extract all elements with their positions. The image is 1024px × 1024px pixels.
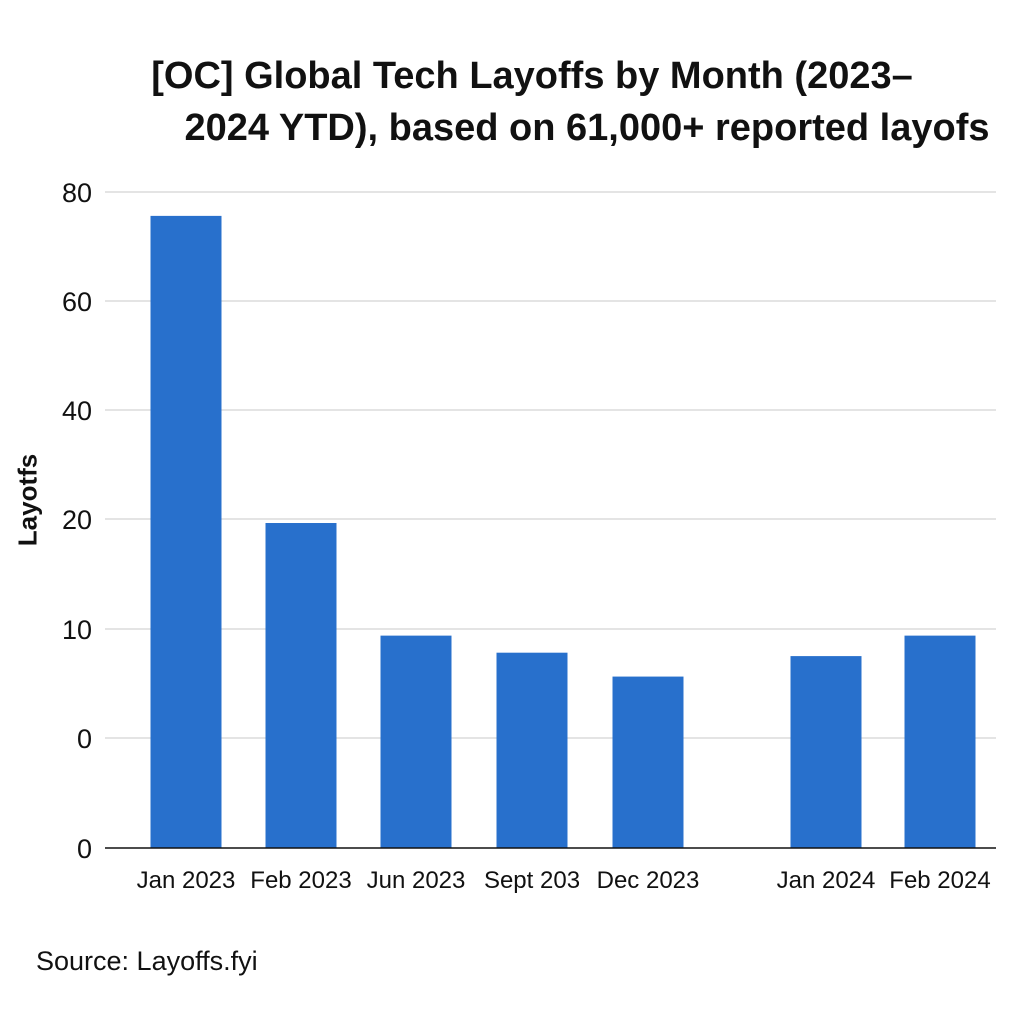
bar-dec-2023 — [612, 676, 684, 848]
bar-jan-2024 — [790, 656, 862, 848]
bar-feb-2024 — [904, 635, 976, 848]
y-tick-label: 10 — [62, 615, 92, 645]
x-axis-categories: Jan 2023 Feb 2023 Jun 2023 Sept 203 Dec 2023… — [137, 867, 991, 894]
chart-title: [OC] Global Tech Layoffs by Month (2023–… — [0, 50, 1024, 154]
bar-jan-2023 — [150, 215, 222, 848]
bar-jun-2023 — [380, 635, 452, 848]
x-tick-label: Dec 2023 — [597, 867, 700, 894]
y-tick-label: 60 — [62, 287, 92, 317]
y-tick-label: 80 — [62, 178, 92, 208]
x-tick-label: Feb 2023 — [250, 867, 351, 894]
y-tick-label: 0 — [77, 834, 92, 864]
y-tick-label: 20 — [62, 505, 92, 535]
x-tick-label: Jan 2023 — [137, 867, 236, 894]
x-tick-label: Jan 2024 — [777, 867, 876, 894]
x-tick-label: Feb 2024 — [889, 867, 990, 894]
bar-feb-2023 — [265, 523, 337, 848]
chart-title-line-1: [OC] Global Tech Layoffs by Month (2023– — [151, 55, 913, 97]
bars — [150, 215, 976, 848]
y-tick-label: 40 — [62, 396, 92, 426]
source-note: Source: Layoffs.fyi — [36, 946, 258, 976]
x-tick-label: Sept 203 — [484, 867, 580, 894]
chart-title-line-2: 2024 YTD), based on 61,000+ reported lay… — [184, 107, 990, 149]
x-tick-label: Jun 2023 — [367, 867, 466, 894]
y-tick-label: 0 — [77, 724, 92, 754]
y-axis-ticks: 0 0 10 20 40 60 80 — [62, 178, 92, 864]
bar-sept-203 — [496, 652, 568, 848]
